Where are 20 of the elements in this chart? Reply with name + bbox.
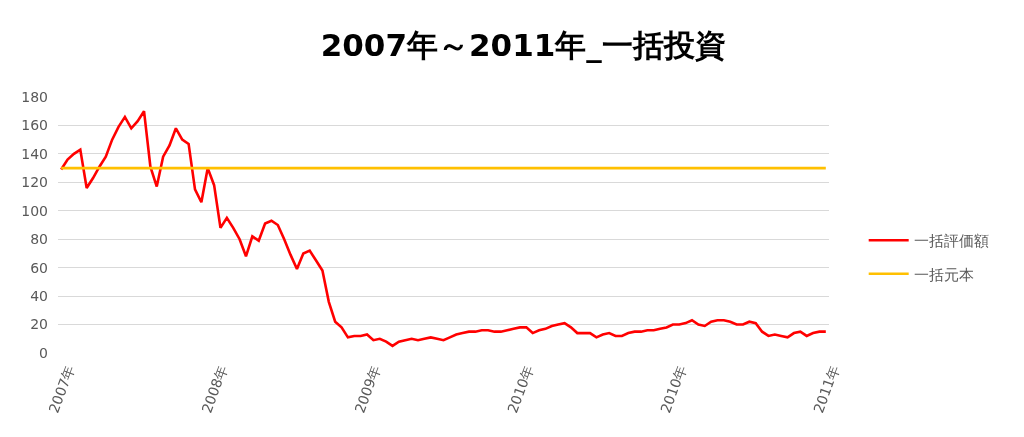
y-tick-label: 0 [39, 344, 48, 361]
x-tick-label: 2009年 [351, 362, 384, 416]
y-tick-label: 20 [30, 316, 48, 333]
x-tick-label: 2010年 [657, 362, 690, 416]
x-tick-label: 2010年 [504, 362, 537, 416]
y-tick-label: 100 [21, 202, 48, 219]
x-tick-label: 2008年 [198, 362, 231, 416]
legend-label: 一括評価額 [913, 232, 989, 251]
y-tick-label: 140 [21, 145, 48, 162]
x-tick-label: 2011年 [810, 362, 843, 416]
y-tick-label: 80 [30, 231, 48, 248]
y-tick-label: 60 [30, 259, 48, 276]
y-tick-label: 40 [30, 288, 48, 305]
y-tick-label: 160 [21, 117, 48, 134]
line-series [59, 109, 828, 348]
chart-title: 2007年～2011年_一括投資 [320, 26, 726, 63]
y-tick-label: 180 [21, 88, 48, 105]
legend-label: 一括元本 [913, 265, 974, 284]
y-tick-label: 120 [21, 174, 48, 191]
x-tick-label: 2007年 [45, 362, 78, 416]
